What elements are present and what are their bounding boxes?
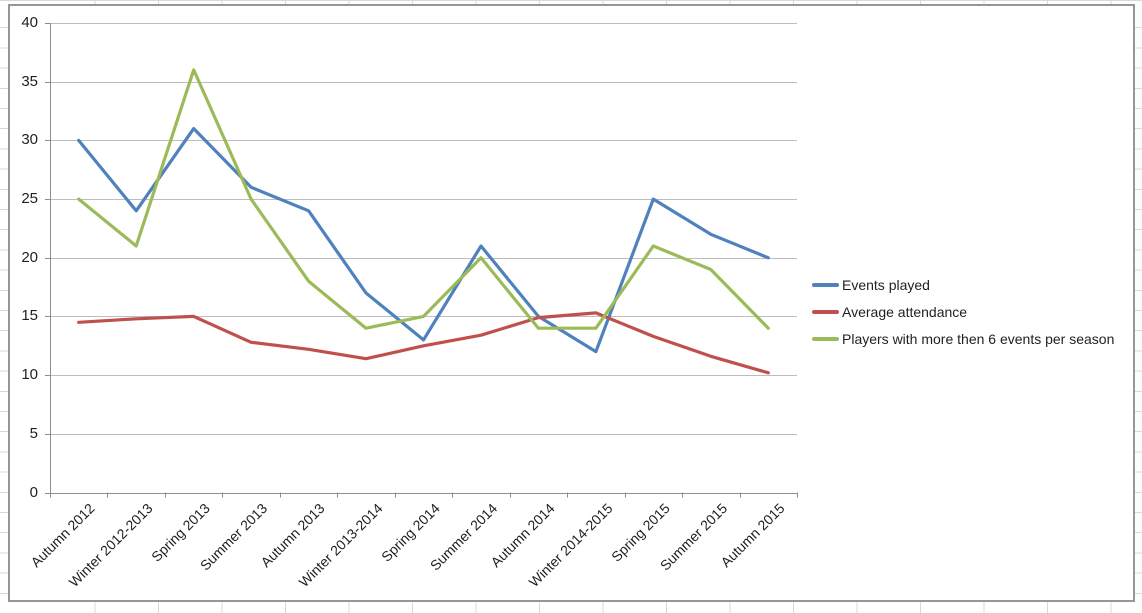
legend-line-marker-green (812, 336, 839, 341)
legend-label: Average attendance (842, 303, 968, 320)
legend-item-players-6-events[interactable]: Players with more then 6 events per seas… (812, 325, 1114, 352)
y-axis-tick-label: 40 (21, 14, 38, 31)
series-line-events-played[interactable] (77, 126, 770, 354)
series-line-players-with-more-then-6-events-per-season[interactable] (77, 68, 770, 330)
y-axis-tick-label: 35 (21, 72, 38, 90)
chart-area[interactable]: 0 5 10 15 20 25 30 35 40 Autumn 2012 Winter 2012-… (8, 4, 1135, 602)
y-axis-tick-label: 30 (21, 131, 38, 149)
gridlines (50, 23, 797, 435)
y-axis-tick-label: 15 (21, 307, 38, 325)
y-axis-tick-label: 5 (29, 424, 38, 442)
legend-label: Events played (842, 276, 930, 293)
legend-item-events-played[interactable]: Events played (812, 271, 1114, 298)
y-axis-tick-label: 20 (21, 248, 38, 266)
legend-item-average-attendance[interactable]: Average attendance (812, 298, 1114, 325)
line-chart-svg (45, 23, 798, 498)
legend-line-marker-blue (812, 282, 839, 287)
axes (45, 23, 798, 498)
chart-legend: Events played Average attendance Players… (812, 271, 1114, 352)
legend-label: Players with more then 6 events per seas… (842, 330, 1115, 347)
y-axis-tick-label: 10 (21, 366, 38, 384)
y-axis-tick-label: 0 (29, 483, 38, 501)
series-line-average-attendance[interactable] (77, 311, 770, 375)
y-axis-tick-label: 25 (21, 190, 38, 208)
legend-line-marker-red (812, 309, 839, 314)
